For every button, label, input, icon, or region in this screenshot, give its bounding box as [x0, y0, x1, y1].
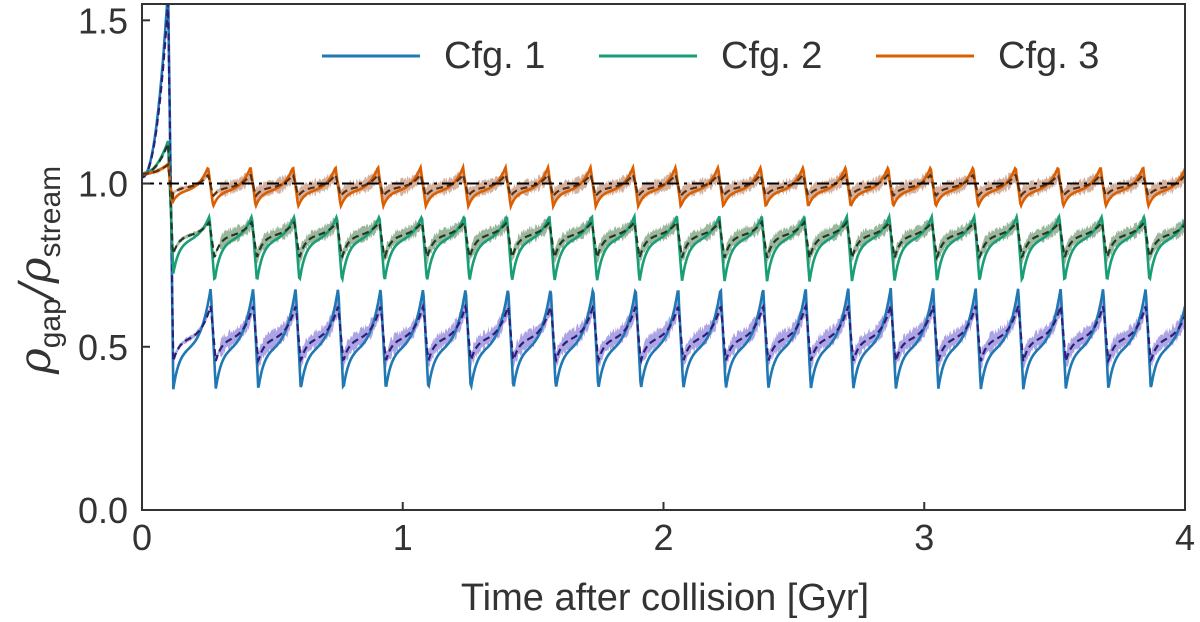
y-axis-label: ρgap/ρstream [10, 166, 67, 375]
y-axis-label-rho-denominator: ρ [10, 257, 61, 284]
y-axis-label-separator: / [10, 279, 61, 302]
legend-label-1: Cfg. 1 [444, 35, 545, 77]
legend-item-2: Cfg. 2 [599, 35, 822, 77]
x-tick-label-3: 3 [914, 517, 934, 558]
y-axis-label-rho-numerator: ρ [10, 348, 61, 375]
series-2-mean [142, 143, 1185, 262]
legend-label-3: Cfg. 3 [998, 35, 1099, 77]
y-tick-label-1: 0.5 [78, 327, 128, 368]
series-2 [142, 140, 1185, 284]
legend-item-3: Cfg. 3 [876, 35, 1099, 77]
x-tick-label-0: 0 [132, 517, 152, 558]
y-axis-label-subscript-stream: stream [34, 166, 67, 258]
series-1-line [142, 4, 1185, 391]
y-tick-label-3: 1.5 [78, 0, 128, 41]
series-1-mean [142, 4, 1185, 365]
legend: Cfg. 1 Cfg. 2 Cfg. 3 [322, 35, 1099, 77]
y-tick-label-2: 1.0 [78, 164, 128, 205]
x-tick-label-1: 1 [393, 517, 413, 558]
x-tick-label-4: 4 [1175, 517, 1195, 558]
axes: 0 1 2 3 4 0.0 0.5 1.0 1.5 [78, 0, 1195, 558]
legend-item-1: Cfg. 1 [322, 35, 545, 77]
x-axis-label: Time after collision [Gyr] [461, 577, 869, 619]
series-1-band [142, 4, 1185, 372]
series-3-mean [142, 162, 1185, 201]
series-2-line [142, 140, 1185, 284]
series-2-band [142, 141, 1185, 267]
y-axis-label-subscript-gap: gap [34, 298, 67, 348]
y-tick-label-0: 0.0 [78, 490, 128, 531]
x-tick-label-2: 2 [653, 517, 673, 558]
plot-area [142, 4, 1185, 391]
series-1 [142, 4, 1185, 391]
plot-clipped [142, 4, 1185, 391]
legend-label-2: Cfg. 2 [721, 35, 822, 77]
series-3 [142, 161, 1185, 212]
